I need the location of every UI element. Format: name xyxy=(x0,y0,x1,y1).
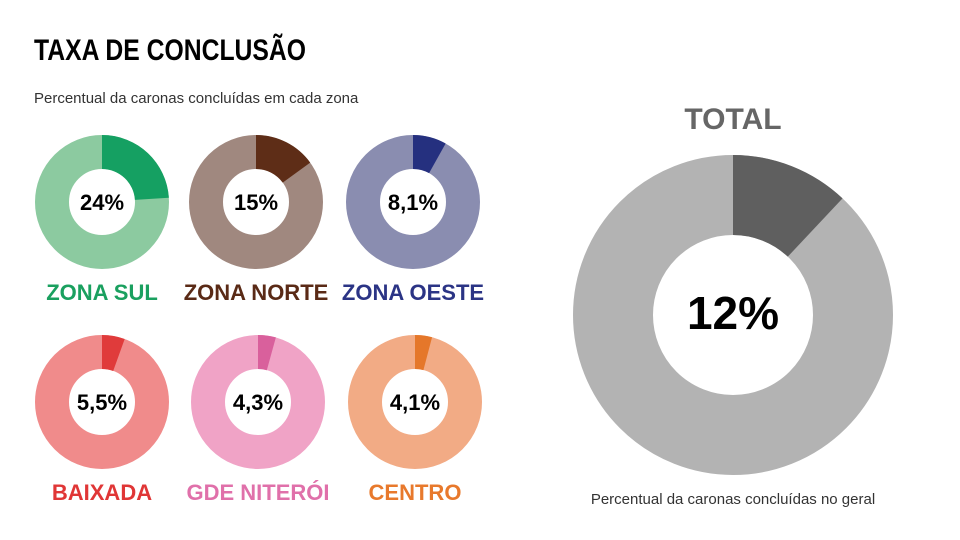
donut-segment xyxy=(258,335,276,371)
donut-segment xyxy=(415,335,433,371)
donut-segment xyxy=(413,135,446,174)
page-subtitle: Percentual da caronas concluídas em cada… xyxy=(34,90,359,107)
chart-title: ZONA OESTE xyxy=(342,280,484,305)
chart-title: CENTRO xyxy=(369,480,462,505)
value-label: 15% xyxy=(234,190,278,215)
page-title: TAXA DE CONCLUSÃO xyxy=(34,33,306,67)
value-label: 8,1% xyxy=(388,190,438,215)
donut-segment xyxy=(102,335,125,371)
chart-title: TOTAL xyxy=(684,103,781,136)
value-label: 12% xyxy=(687,287,779,339)
value-label: 24% xyxy=(80,190,124,215)
chart-title: GDE NITERÓI xyxy=(186,480,329,505)
donut-segment xyxy=(102,135,169,200)
donut-segment xyxy=(256,135,311,183)
chart-title: BAIXADA xyxy=(52,480,152,505)
donut-segment xyxy=(733,155,843,257)
value-label: 4,3% xyxy=(233,390,283,415)
value-label: 4,1% xyxy=(390,390,440,415)
chart-caption: Percentual da caronas concluídas no gera… xyxy=(591,491,875,508)
chart-title: ZONA SUL xyxy=(46,280,158,305)
chart-title: ZONA NORTE xyxy=(184,280,329,305)
value-label: 5,5% xyxy=(77,390,127,415)
